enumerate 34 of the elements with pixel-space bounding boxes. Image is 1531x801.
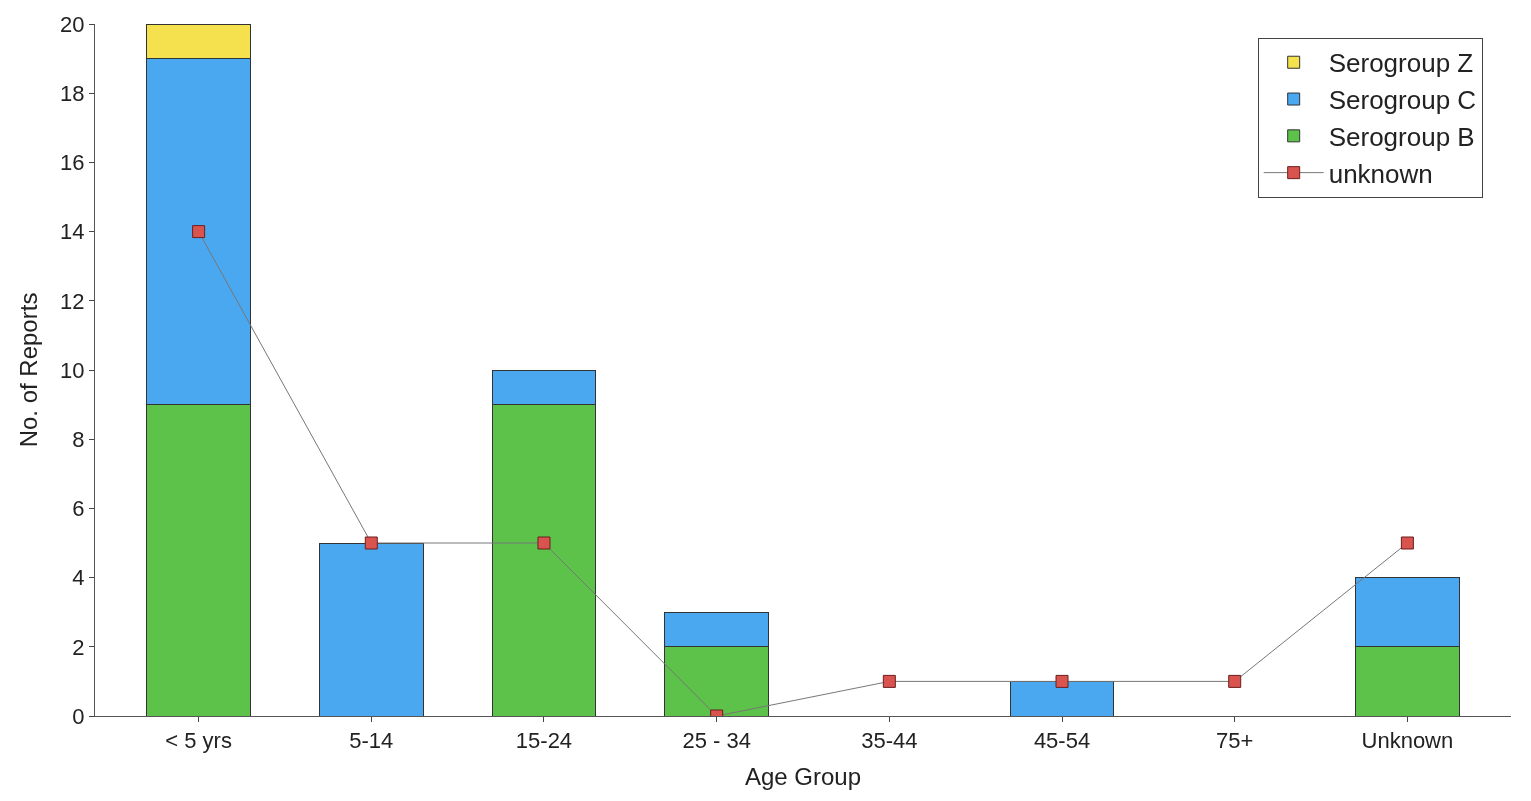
y-tick-label: 18: [60, 80, 85, 106]
y-tick-label: 6: [72, 496, 85, 522]
x-tick-label: 25 - 34: [682, 728, 751, 754]
y-tick-label: 2: [72, 634, 85, 660]
bar: [318, 542, 424, 716]
y-tick-label: 0: [72, 703, 85, 729]
point: [192, 225, 206, 239]
legend-label: Serogroup B: [1328, 121, 1475, 152]
point: [1400, 536, 1414, 550]
y-tick-label: 4: [72, 565, 85, 591]
x-tick-label: 45-54: [1033, 728, 1091, 754]
y-tick-label: 8: [72, 426, 85, 452]
y-tick-label: 16: [60, 150, 85, 176]
x-tick-label: Unknown: [1361, 728, 1454, 754]
point: [1055, 674, 1069, 688]
y-tick-label: 12: [60, 288, 85, 314]
x-tick-label: 75+: [1216, 728, 1254, 754]
point: [882, 674, 896, 688]
bar: [1009, 680, 1115, 716]
y-axis-title: No. of Reports: [15, 292, 43, 448]
y-tick-label: 20: [60, 11, 85, 37]
x-tick-label: < 5 yrs: [165, 728, 232, 754]
legend-label: Serogroup Z: [1328, 48, 1474, 79]
x-tick-label: 5-14: [349, 728, 394, 754]
y-tick-label: 10: [60, 357, 85, 383]
x-tick-label: 35-44: [861, 728, 918, 754]
legend-label: Serogroup C: [1328, 85, 1477, 116]
x-tick-label: 15-24: [515, 728, 573, 754]
y-tick-label: 14: [60, 219, 85, 245]
point: [537, 536, 551, 550]
point: [1228, 674, 1242, 688]
legend-label: unknown: [1328, 158, 1433, 189]
point: [364, 536, 378, 550]
x-axis-title: Age Group: [744, 762, 862, 790]
